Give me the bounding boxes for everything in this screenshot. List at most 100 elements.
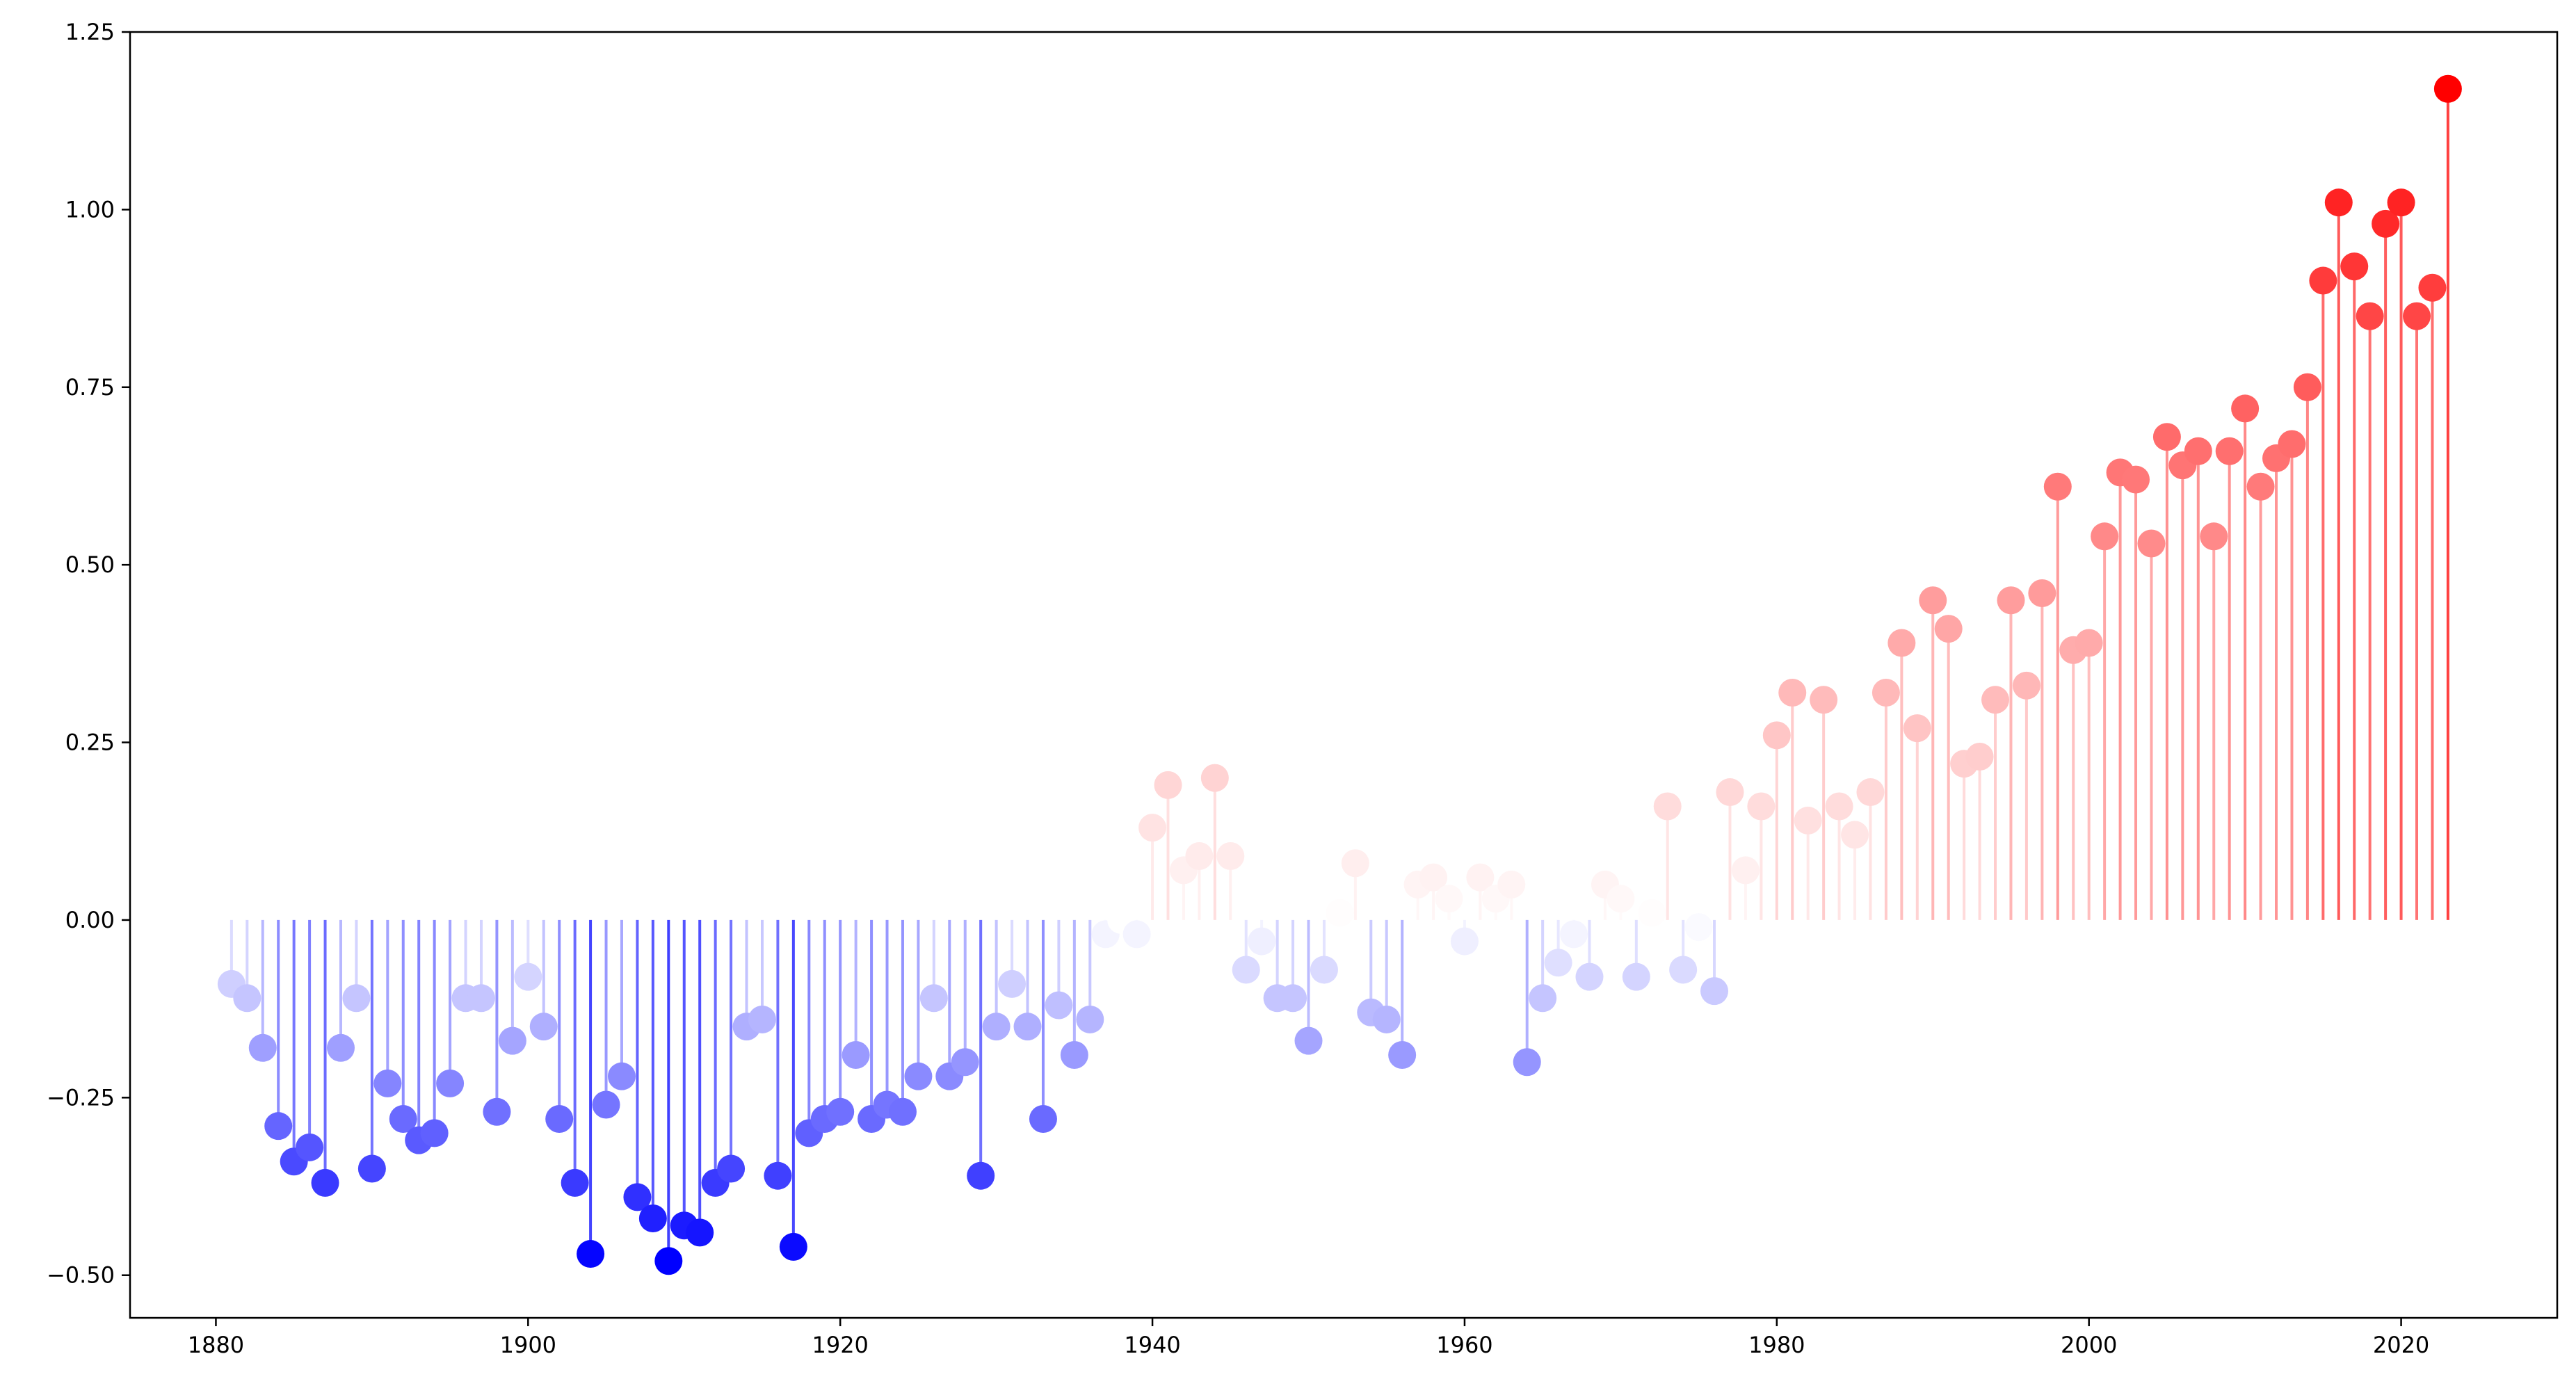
point-1949 — [1279, 984, 1307, 1013]
point-1900 — [514, 962, 542, 991]
point-1883 — [248, 1033, 277, 1062]
point-2007 — [2184, 437, 2212, 465]
point-1926 — [919, 984, 948, 1013]
point-1998 — [2043, 472, 2072, 501]
point-1925 — [904, 1062, 933, 1090]
point-1989 — [1903, 714, 1931, 743]
point-1977 — [1716, 778, 1744, 807]
point-1979 — [1747, 792, 1776, 821]
x-axis: 1880 1900 1920 1940 1960 1980 2000 2020 — [188, 1318, 2429, 1358]
point-1899 — [498, 1026, 526, 1055]
point-1928 — [951, 1048, 979, 1077]
point-1882 — [233, 984, 261, 1013]
point-1908 — [638, 1204, 667, 1232]
point-1894 — [420, 1119, 449, 1147]
point-2005 — [2152, 423, 2181, 451]
point-1905 — [592, 1090, 620, 1119]
point-1935 — [1060, 1041, 1088, 1070]
point-1903 — [561, 1168, 589, 1197]
markers-layer — [217, 74, 2462, 1275]
point-1943 — [1185, 841, 1214, 870]
point-1993 — [1965, 742, 1994, 771]
y-tick-label: −0.50 — [47, 1262, 115, 1289]
y-axis: −0.50 −0.25 0.00 0.25 0.50 0.75 1.00 1.25 — [47, 19, 130, 1289]
point-1961 — [1466, 863, 1495, 892]
point-1897 — [467, 984, 495, 1013]
point-2020 — [2387, 188, 2415, 217]
point-1911 — [686, 1218, 714, 1247]
y-tick-label: 0.75 — [65, 374, 115, 401]
point-1913 — [717, 1154, 746, 1183]
point-1921 — [842, 1041, 870, 1070]
point-1920 — [826, 1097, 855, 1126]
x-tick-label: 1900 — [500, 1332, 556, 1358]
x-tick-label: 1980 — [1748, 1332, 1805, 1358]
x-tick-label: 2020 — [2373, 1332, 2429, 1358]
point-2015 — [2309, 266, 2337, 295]
point-1939 — [1122, 920, 1151, 949]
point-1909 — [654, 1247, 683, 1275]
point-1904 — [577, 1240, 605, 1268]
point-1952 — [1326, 899, 1354, 927]
plot-frame — [129, 31, 2559, 1319]
point-1984 — [1825, 792, 1853, 821]
point-1930 — [982, 1013, 1011, 1041]
point-1983 — [1810, 686, 1838, 714]
x-tick-label: 1940 — [1124, 1332, 1180, 1358]
point-1976 — [1700, 977, 1729, 1006]
point-1986 — [1856, 778, 1885, 807]
point-1955 — [1372, 1005, 1401, 1033]
point-1915 — [748, 1005, 776, 1033]
point-1906 — [607, 1062, 636, 1090]
point-1940 — [1138, 814, 1167, 842]
point-1966 — [1544, 949, 1572, 977]
point-2022 — [2418, 273, 2447, 302]
point-2014 — [2293, 373, 2321, 401]
x-tick-label: 2000 — [2061, 1332, 2117, 1358]
point-1924 — [888, 1097, 917, 1126]
point-1975 — [1684, 913, 1713, 942]
point-2019 — [2372, 209, 2400, 238]
point-1884 — [264, 1112, 293, 1141]
point-1951 — [1310, 956, 1338, 984]
point-2001 — [2091, 522, 2119, 551]
point-2021 — [2403, 302, 2431, 330]
point-2009 — [2215, 437, 2244, 465]
point-2008 — [2200, 522, 2228, 551]
point-2017 — [2340, 252, 2369, 281]
point-1965 — [1529, 984, 1557, 1013]
x-tick-label: 1920 — [812, 1332, 868, 1358]
point-1933 — [1029, 1104, 1057, 1133]
point-1960 — [1450, 927, 1479, 956]
point-1932 — [1013, 1013, 1042, 1041]
point-1950 — [1294, 1026, 1323, 1055]
point-1964 — [1513, 1048, 1541, 1077]
x-tick-label: 1960 — [1436, 1332, 1492, 1358]
point-1892 — [389, 1104, 417, 1133]
y-tick-label: 0.25 — [65, 730, 115, 756]
point-1929 — [967, 1161, 995, 1190]
y-tick-label: 1.25 — [65, 19, 115, 45]
point-1990 — [1919, 586, 1947, 615]
point-1968 — [1575, 962, 1604, 991]
point-1888 — [326, 1033, 355, 1062]
point-1967 — [1560, 920, 1588, 949]
point-2000 — [2075, 629, 2103, 657]
point-1978 — [1731, 856, 1760, 885]
point-1994 — [1981, 686, 2010, 714]
point-1891 — [373, 1069, 402, 1097]
point-1916 — [764, 1161, 792, 1190]
point-1996 — [2012, 671, 2040, 700]
point-1970 — [1607, 885, 1635, 913]
point-1895 — [436, 1069, 465, 1097]
y-tick-label: 0.50 — [65, 551, 115, 578]
point-1898 — [483, 1097, 511, 1126]
point-1980 — [1762, 721, 1791, 750]
y-tick-label: 1.00 — [65, 196, 115, 223]
stems-layer — [230, 88, 2449, 1262]
point-1946 — [1232, 956, 1260, 984]
point-1953 — [1341, 849, 1369, 878]
point-1981 — [1778, 679, 1807, 707]
